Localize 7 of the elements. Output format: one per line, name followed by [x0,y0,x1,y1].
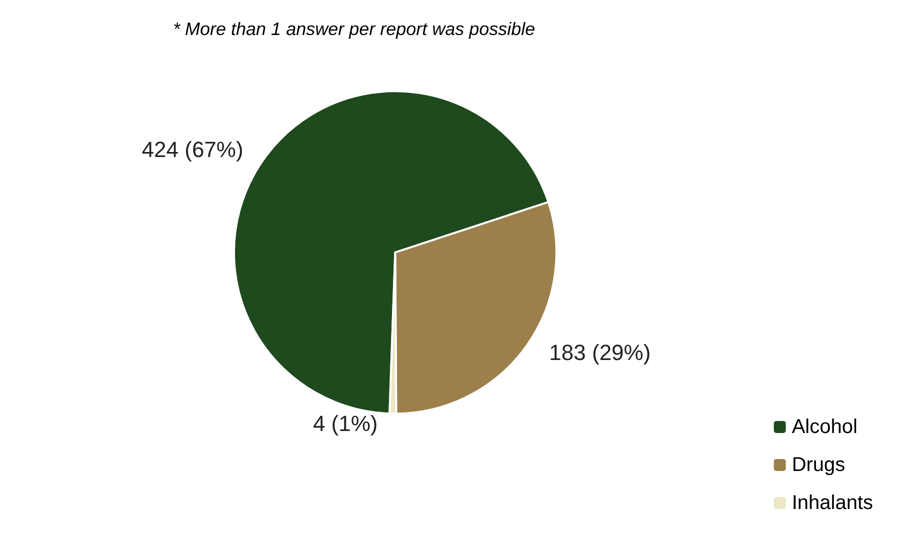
legend-label: Drugs [792,454,846,476]
legend-label: Inhalants [792,492,873,514]
data-label: 4 (1%) [312,411,378,436]
legend-label: Alcohol [792,416,858,438]
data-label: 424 (67%) [142,137,244,162]
text: * More than 1 answer per report was possible [173,19,536,39]
data-label: 183 (29%) [549,340,651,365]
